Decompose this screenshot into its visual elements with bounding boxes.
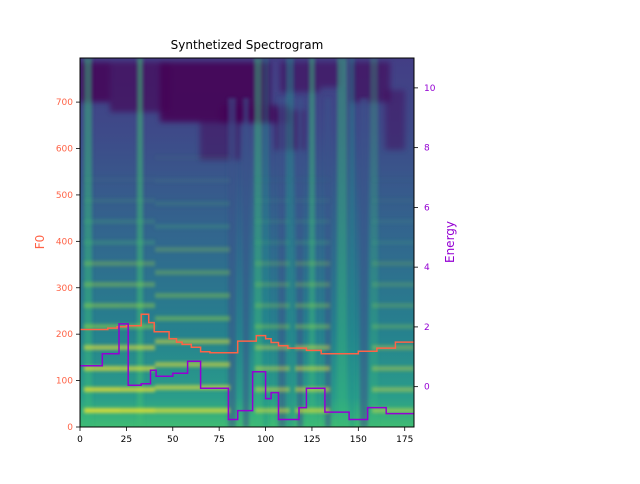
energy-series-line (80, 323, 414, 421)
x-tick-label: 25 (121, 435, 132, 445)
energy-axis-label: Energy (443, 221, 457, 263)
x-tick-label: 0 (77, 435, 83, 445)
f0-axis: 0 100 200 300 400 500 600 700 (56, 98, 80, 433)
f0-tick-label: 100 (56, 377, 73, 387)
f0-tick-label: 300 (56, 284, 73, 294)
energy-tick-label: 8 (424, 144, 430, 154)
x-tick-label: 125 (303, 435, 320, 445)
f0-tick-label: 400 (56, 237, 73, 247)
spectrogram-image (80, 58, 414, 427)
energy-tick-label: 10 (424, 84, 436, 94)
energy-axis: 0 2 4 6 8 10 (414, 84, 436, 393)
f0-tick-label: 600 (56, 145, 73, 155)
energy-tick-label: 6 (424, 203, 430, 213)
energy-tick-label: 0 (424, 383, 430, 393)
x-tick-label: 175 (396, 435, 413, 445)
f0-tick-label: 200 (56, 330, 73, 340)
x-tick-label: 50 (167, 435, 179, 445)
f0-tick-label: 500 (56, 191, 73, 201)
f0-axis-label: F0 (33, 235, 47, 250)
energy-tick-label: 4 (424, 263, 430, 273)
f0-tick-label: 0 (67, 423, 73, 433)
x-tick-label: 75 (213, 435, 224, 445)
f0-tick-label: 700 (56, 98, 73, 108)
plot-frame (79, 57, 415, 428)
x-axis: 0 25 50 75 100 125 150 175 (77, 427, 413, 445)
x-tick-label: 150 (350, 435, 367, 445)
f0-series-line (80, 313, 414, 355)
energy-tick-label: 2 (424, 323, 430, 333)
x-tick-label: 100 (257, 435, 274, 445)
chart-title: Synthetized Spectrogram (171, 38, 324, 52)
